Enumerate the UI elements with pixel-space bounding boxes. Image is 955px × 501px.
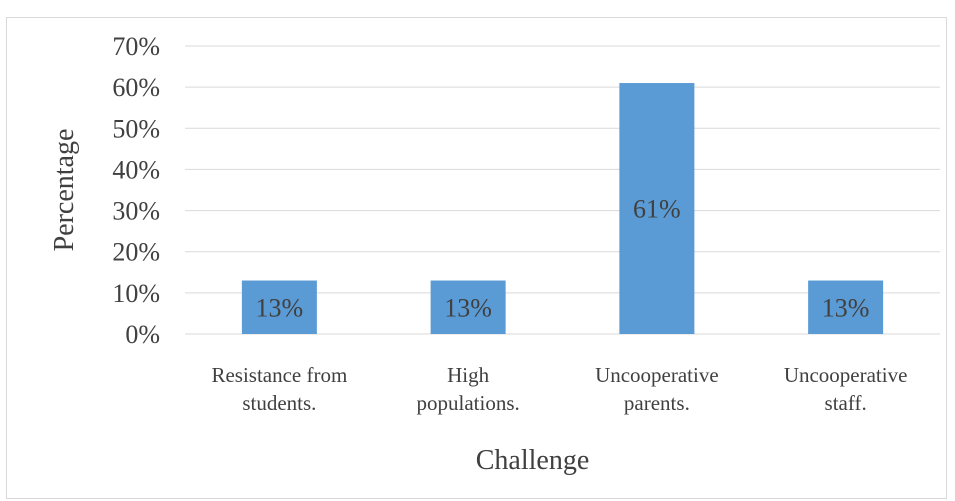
data-label: 13% (822, 293, 870, 322)
y-tick-label: 50% (112, 114, 160, 143)
x-category-label: Resistance from students. (211, 363, 347, 415)
data-label: 61% (633, 195, 681, 224)
x-axis-title: Challenge (476, 445, 590, 476)
bar (808, 280, 884, 334)
data-label: 13% (444, 293, 492, 322)
y-axis-title: Percentage (49, 129, 80, 252)
x-category-label: Uncooperative parents. (595, 363, 719, 415)
y-tick-labels: 0% 10% 20% 30% 40% 50% 60% 70% (112, 32, 160, 349)
bar (430, 280, 506, 334)
chart-frame (6, 17, 947, 499)
y-tick-label: 60% (112, 73, 160, 102)
y-tick-label: 70% (112, 32, 160, 61)
y-tick-label: 0% (125, 320, 160, 349)
data-label: 13% (256, 293, 304, 322)
bars (241, 83, 884, 335)
y-tick-label: 20% (112, 238, 160, 267)
data-labels: 13% 13% 61% 13% (256, 195, 870, 323)
y-tick-label: 10% (112, 279, 160, 308)
x-category-label: Uncooperative staff. (784, 363, 908, 415)
bar (619, 83, 695, 335)
y-tick-label: 40% (112, 155, 160, 184)
y-tick-label: 30% (112, 197, 160, 226)
x-category-labels: Resistance from students. High populations.… (211, 363, 907, 415)
x-category-label: High populations. (417, 363, 520, 415)
bar (241, 280, 317, 334)
